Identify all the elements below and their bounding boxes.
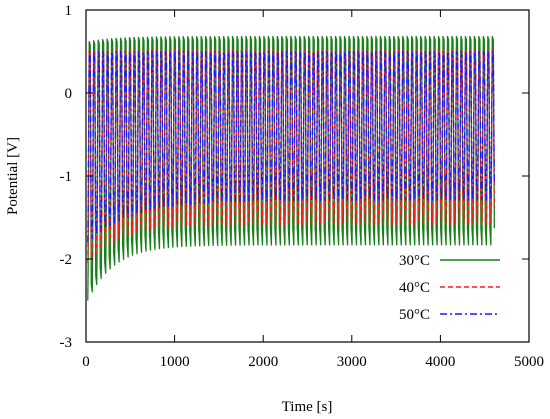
series-line-1 [87, 49, 495, 264]
y-tick-label: 1 [65, 3, 73, 19]
x-axis-title: Time [s] [282, 399, 333, 415]
y-tick-label: 0 [65, 86, 73, 102]
x-tick-label: 2000 [248, 354, 278, 370]
x-tick-label: 1000 [160, 354, 190, 370]
legend: 30°C 40°C 50°C [399, 253, 500, 323]
y-tick-label: -1 [60, 169, 73, 185]
y-tick-label: -2 [60, 252, 73, 268]
legend-label: 50°C [399, 307, 430, 323]
series-layer [87, 35, 495, 301]
ticks-layer: 0 1000 2000 3000 4000 5000 -3 -2 -1 0 1 [60, 3, 545, 370]
legend-label: 40°C [399, 280, 430, 296]
y-axis-title: Potential [V] [5, 137, 21, 215]
x-tick-label: 0 [82, 354, 90, 370]
y-tick-label: -3 [60, 335, 73, 351]
legend-label: 30°C [399, 253, 430, 269]
x-tick-label: 4000 [425, 354, 455, 370]
x-tick-label: 5000 [514, 354, 544, 370]
series-line-2 [87, 50, 495, 243]
x-tick-label: 3000 [337, 354, 367, 370]
